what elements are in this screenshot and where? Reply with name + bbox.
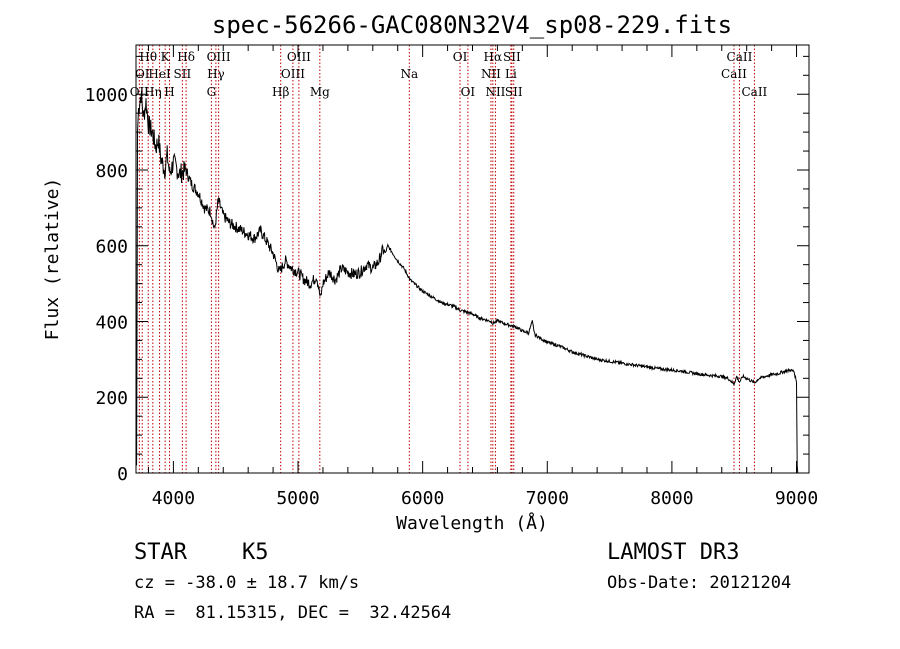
line-marker-label-26: CaII: [721, 67, 747, 81]
line-marker-label-22: SII: [503, 50, 521, 64]
line-marker-label-6: H: [164, 85, 174, 99]
y-tick-label-4: 800: [95, 161, 128, 182]
y-tick-label-3: 600: [95, 237, 128, 258]
x-tick-label-5: 9000: [775, 488, 818, 509]
x-tick-label-4: 8000: [650, 488, 693, 509]
object-class: STAR: [134, 540, 187, 565]
line-marker-label-24: SII: [505, 85, 523, 99]
line-marker-label-14: OIII: [281, 67, 305, 81]
line-marker-label-1: OI: [135, 67, 150, 81]
line-marker-label-11: G: [207, 85, 217, 99]
x-tick-label-2: 6000: [401, 488, 444, 509]
spectrum-line: [135, 90, 799, 474]
plot-frame: [135, 44, 810, 474]
x-axis-label: Wavelength (Å): [396, 512, 548, 534]
x-axis-ticks: 4000 5000 6000 7000 8000 9000: [147, 45, 818, 509]
line-marker-label-2: OII: [130, 85, 150, 99]
y-tick-label-2: 400: [95, 312, 128, 333]
line-marker-label-8: Hδ: [177, 50, 195, 64]
line-marker-label-18: OI: [461, 85, 476, 99]
x-tick-label-3: 7000: [526, 488, 569, 509]
line-marker-label-17: OI: [453, 50, 468, 64]
line-marker-label-25: CaII: [727, 50, 753, 64]
y-tick-label-1: 200: [95, 388, 128, 409]
line-marker-label-16: Na: [400, 67, 418, 81]
survey-name: LAMOST DR3: [607, 540, 740, 565]
line-marker-label-10: Hγ: [207, 67, 225, 81]
line-marker-label-23: Li: [505, 67, 517, 81]
x-tick-label-1: 5000: [276, 488, 319, 509]
line-marker-label-20: NII: [481, 67, 501, 81]
obs-date-text: Obs-Date: 20121204: [607, 573, 792, 593]
line-marker-label-12: Hβ: [272, 85, 289, 99]
line-marker-label-7: SII: [174, 67, 192, 81]
line-marker-label-0: Hθ: [139, 50, 157, 64]
y-tick-label-5: 1000: [85, 85, 128, 106]
line-marker-label-3: Hη: [144, 85, 162, 99]
subclass: K5: [242, 540, 269, 565]
line-markers-group: [138, 45, 755, 473]
line-marker-label-15: Mg: [310, 85, 330, 99]
line-marker-label-9: OIII: [207, 50, 231, 64]
chart-title: spec-56266-GAC080N32V4_sp08-229.fits: [212, 11, 732, 39]
coordinates-text: RA = 81.15315, DEC = 32.42564: [134, 603, 452, 623]
line-marker-label-19: Hα: [484, 50, 503, 64]
x-tick-label-0: 4000: [152, 488, 195, 509]
line-marker-label-13: OIII: [287, 50, 311, 64]
line-marker-label-5: K: [161, 50, 171, 64]
line-marker-label-4: HeI: [148, 67, 171, 81]
y-axis-label: Flux (relative): [42, 178, 63, 341]
y-tick-label-0: 0: [117, 464, 128, 485]
redshift-text: cz = -38.0 ± 18.7 km/s: [134, 573, 360, 593]
y-axis-ticks: 0 200 400 600 800 1000: [85, 55, 809, 485]
line-marker-label-27: CaII: [741, 85, 767, 99]
line-marker-label-21: NII: [485, 85, 505, 99]
